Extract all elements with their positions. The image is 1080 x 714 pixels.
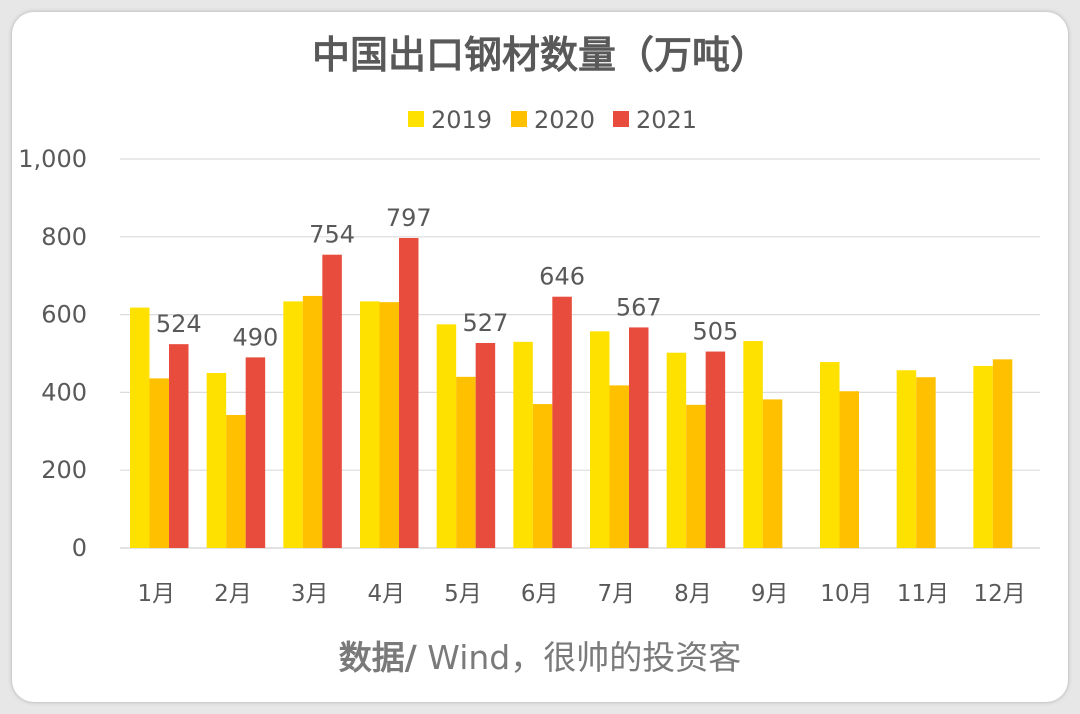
bar-2020-8	[686, 404, 706, 548]
bar-2020-5	[456, 376, 476, 548]
x-tick-label: 1月	[138, 581, 176, 607]
legend-swatch-2019	[408, 111, 424, 127]
legend: 2019 2020 2021	[408, 106, 697, 134]
x-tick-label: 6月	[521, 581, 559, 607]
y-tick-label: 400	[41, 378, 87, 406]
bar-2021-2	[245, 357, 266, 548]
data-label: 524	[156, 310, 202, 338]
x-tick-label: 9月	[751, 581, 789, 607]
y-axis-ticks: 0 200 400 600 800 1,000	[18, 145, 87, 562]
data-label: 505	[693, 318, 739, 346]
x-tick-label: 12月	[974, 581, 1026, 607]
legend-label: 2021	[636, 106, 697, 134]
x-tick-label: 10月	[820, 581, 872, 607]
x-axis-ticks: 1月 2月 3月 4月 5月 6月 7月 8月 9月 10月 11月 12月	[138, 581, 1026, 607]
bar-2020-6	[532, 404, 553, 548]
y-tick-label: 1,000	[18, 145, 87, 173]
chart-title: 中国出口钢材数量（万吨）	[312, 33, 768, 77]
gridlines	[120, 158, 1040, 549]
legend-swatch-2020	[511, 111, 527, 127]
y-tick-label: 800	[41, 223, 87, 251]
data-label: 490	[233, 323, 279, 351]
bar-2019-12	[973, 365, 993, 548]
bar-2020-10	[839, 391, 859, 548]
chart-card: 中国出口钢材数量（万吨） 2019 2020 2021 0 200 400 600 800 1…	[12, 12, 1068, 702]
bars	[130, 237, 1013, 549]
data-label: 754	[309, 221, 355, 249]
bar-2021-5	[475, 342, 496, 548]
y-tick-label: 0	[72, 534, 87, 562]
bar-2019-10	[820, 362, 840, 548]
legend-label: 2020	[534, 106, 595, 134]
bar-2019-5	[436, 324, 457, 548]
legend-label: 2019	[431, 106, 492, 134]
bar-2021-8	[705, 351, 726, 548]
data-label: 567	[616, 293, 662, 321]
y-tick-label: 600	[41, 301, 87, 329]
bar-2020-11	[916, 377, 936, 548]
x-tick-label: 4月	[368, 581, 406, 607]
data-label: 527	[463, 309, 509, 337]
x-tick-label: 3月	[291, 581, 329, 607]
bar-2020-2	[226, 414, 246, 548]
bar-2020-12	[992, 359, 1013, 548]
x-tick-label: 11月	[897, 581, 949, 607]
data-labels: 524 490 754 797 527 646 567 505	[156, 204, 738, 351]
bar-2020-4	[379, 302, 399, 548]
bar-2020-3	[302, 295, 323, 548]
bar-2019-2	[206, 372, 227, 548]
bar-2019-11	[896, 370, 917, 548]
bar-2019-3	[283, 301, 303, 548]
source-note: 数据/ Wind，很帅的投资客	[339, 638, 742, 677]
bar-2021-7	[629, 327, 649, 548]
bar-2021-1	[169, 344, 189, 548]
bar-2021-3	[322, 254, 342, 548]
bar-2019-6	[513, 341, 533, 548]
x-tick-label: 2月	[214, 581, 252, 607]
y-tick-label: 200	[41, 456, 87, 484]
bar-2019-9	[743, 341, 763, 548]
bar-2021-6	[552, 296, 572, 548]
bar-chart: 中国出口钢材数量（万吨） 2019 2020 2021 0 200 400 600 800 1…	[18, 33, 1040, 677]
bar-2021-4	[399, 237, 419, 549]
bar-2019-8	[666, 352, 687, 548]
data-label: 646	[539, 263, 585, 291]
bar-2020-9	[762, 399, 783, 548]
bar-2019-4	[360, 301, 380, 548]
x-tick-label: 5月	[444, 581, 482, 607]
bar-2020-1	[149, 378, 169, 548]
x-tick-label: 8月	[674, 581, 712, 607]
bar-2020-7	[609, 385, 629, 548]
bar-2019-7	[590, 331, 610, 548]
bar-2019-1	[130, 307, 150, 548]
legend-swatch-2021	[613, 111, 629, 127]
x-tick-label: 7月	[598, 581, 636, 607]
data-label: 797	[386, 204, 432, 232]
